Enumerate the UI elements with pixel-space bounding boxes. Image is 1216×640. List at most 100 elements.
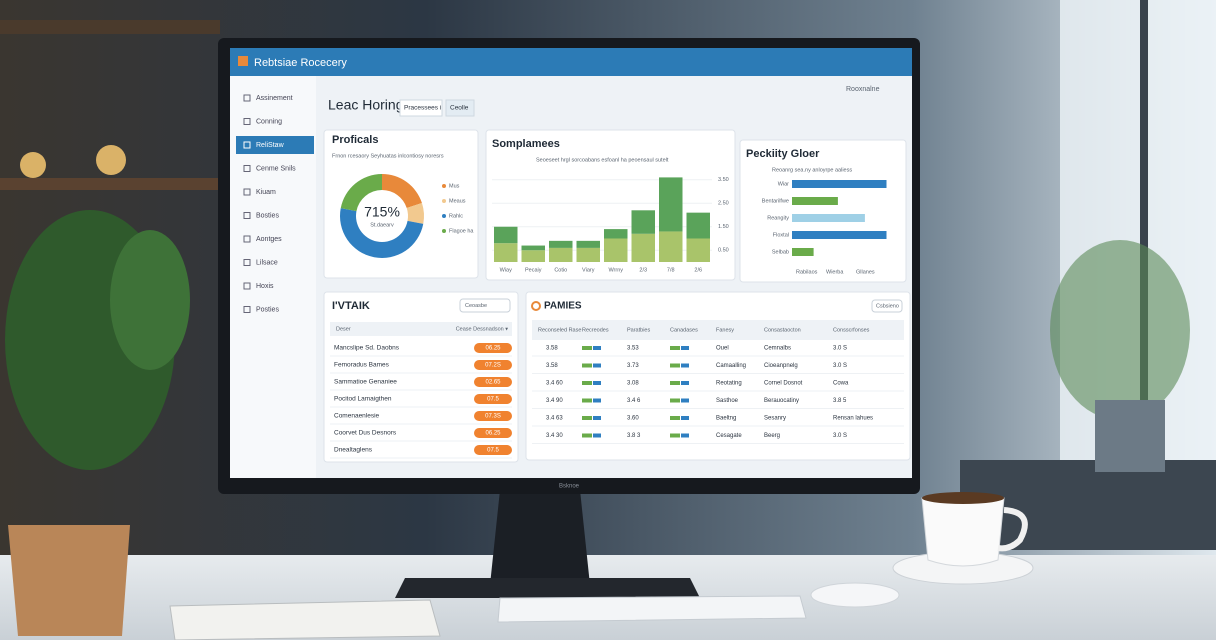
mini-bar	[582, 363, 592, 368]
lamp	[96, 145, 126, 175]
sidebar-item[interactable]: Aontges	[256, 236, 282, 243]
bar	[604, 238, 628, 262]
legend-dot	[442, 184, 446, 188]
panel-title: Proficals	[332, 134, 378, 146]
logo	[238, 56, 248, 66]
table-cell: Rensan lahues	[833, 416, 873, 422]
mini-bar	[670, 416, 680, 420]
sidebar-icon	[243, 94, 251, 102]
table-cell: 3.58	[546, 346, 558, 352]
x-tick-label: Wrrny	[608, 267, 623, 273]
sidebar-item[interactable]: Hoxis	[256, 283, 274, 290]
sidebar-icon	[243, 259, 251, 266]
button[interactable]	[871, 299, 903, 313]
pill	[474, 411, 512, 421]
list-name: Coorvet Dus Desnors	[334, 430, 397, 437]
tab[interactable]	[445, 99, 475, 117]
list-name: Femoradus Bames	[334, 362, 390, 369]
sidebar-item[interactable]: Bosties	[256, 212, 279, 219]
notebook	[169, 599, 441, 640]
table-cell: Berauocatiny	[764, 398, 799, 404]
page-title: Leac Horing	[328, 97, 404, 113]
tab-label[interactable]: Ceolle	[450, 105, 469, 112]
x-tick-label: 7/8	[667, 267, 675, 273]
legend-dot	[442, 214, 446, 218]
table-header-cell: Consastaocton	[764, 327, 801, 333]
bar-label: Selbab	[772, 249, 789, 255]
bar	[521, 250, 545, 262]
sidebar-item[interactable]: Lilsace	[256, 259, 278, 266]
pot-right	[1095, 400, 1165, 472]
table-cell: 3.73	[627, 363, 639, 369]
mini-bar	[593, 416, 601, 420]
shelf	[0, 178, 220, 190]
mini-bar	[593, 363, 601, 368]
bar-label: Reangity	[767, 215, 789, 221]
sidebar-icon	[243, 188, 251, 196]
monitor-brand: Bsknoe	[559, 484, 580, 490]
tab[interactable]	[399, 99, 443, 117]
mini-bar	[681, 433, 689, 438]
mini-bar	[681, 363, 689, 368]
table-cell: Ouel	[716, 346, 729, 352]
donut-segment	[406, 203, 425, 224]
bar	[631, 233, 655, 262]
legend-label: Flagoe ha	[449, 228, 474, 234]
list-header-cell: Cease Dessnadson ▾	[456, 326, 509, 332]
tab-label[interactable]: Pracessees i	[404, 105, 441, 112]
bar	[659, 231, 683, 262]
panel-title: Peckiity Gloer	[746, 148, 820, 160]
pill-label: 06.25	[485, 346, 501, 352]
hbar	[792, 248, 814, 256]
list-name: Pocitod Lamaigthen	[334, 396, 392, 403]
table-cell: 3.08	[627, 381, 639, 387]
mini-bar	[582, 381, 592, 385]
y-tick-label: 1.50	[718, 224, 729, 230]
sidebar-icon	[243, 282, 251, 290]
pill	[474, 394, 512, 404]
bar	[631, 210, 655, 234]
sidebar-item[interactable]: Assinement	[256, 95, 293, 102]
sidebar-item[interactable]: ReliStaw	[256, 142, 285, 149]
button-label[interactable]: Ceoasbe	[465, 303, 487, 309]
legend-dot	[442, 199, 446, 203]
panel-title: I'VTAIK	[332, 300, 370, 312]
mini-bar	[593, 346, 601, 350]
footer-label: Wierba	[826, 269, 844, 275]
pill	[474, 445, 512, 455]
pill	[474, 343, 512, 353]
table-cell: 3.4 90	[546, 398, 563, 404]
sidebar-icon	[243, 235, 251, 243]
mini-bar	[681, 398, 689, 403]
table-cell: 3.4 6	[627, 398, 641, 404]
y-tick-label: 0.50	[718, 248, 729, 254]
table-cell: 3.58	[546, 363, 558, 369]
sidebar-item[interactable]: Conning	[256, 118, 282, 125]
table-header-cell: Canadases	[670, 327, 698, 333]
header-bar	[230, 48, 912, 76]
lamp	[20, 152, 46, 178]
mini-bar	[670, 346, 680, 350]
user-name[interactable]: Rooxnalne	[846, 86, 880, 93]
table-cell: Reotating	[716, 381, 742, 387]
cup	[921, 497, 1005, 567]
hbar	[792, 214, 865, 222]
button[interactable]	[459, 298, 511, 313]
mini-bar	[670, 363, 680, 368]
button-label[interactable]: Csbsieno	[876, 303, 899, 309]
mini-bar	[593, 381, 601, 385]
list-header-cell: Deser	[336, 326, 351, 332]
sidebar-item[interactable]: Kiuam	[256, 189, 276, 196]
pill-label: 07.5	[487, 397, 499, 403]
sidebar-item[interactable]: Posties	[256, 306, 279, 313]
sidebar-item[interactable]: Cenme Snils	[256, 165, 296, 172]
table-header-cell: Consscrfonses	[833, 327, 870, 333]
pill-label: 07.3S	[485, 414, 501, 420]
bar-label: Floxtal	[773, 232, 789, 238]
sidebar-icon	[243, 212, 251, 219]
pill-label: 07.2S	[485, 363, 501, 369]
table-cell: 3.53	[627, 346, 639, 352]
legend-label: Mus	[449, 183, 460, 189]
window-frame	[1140, 0, 1148, 460]
